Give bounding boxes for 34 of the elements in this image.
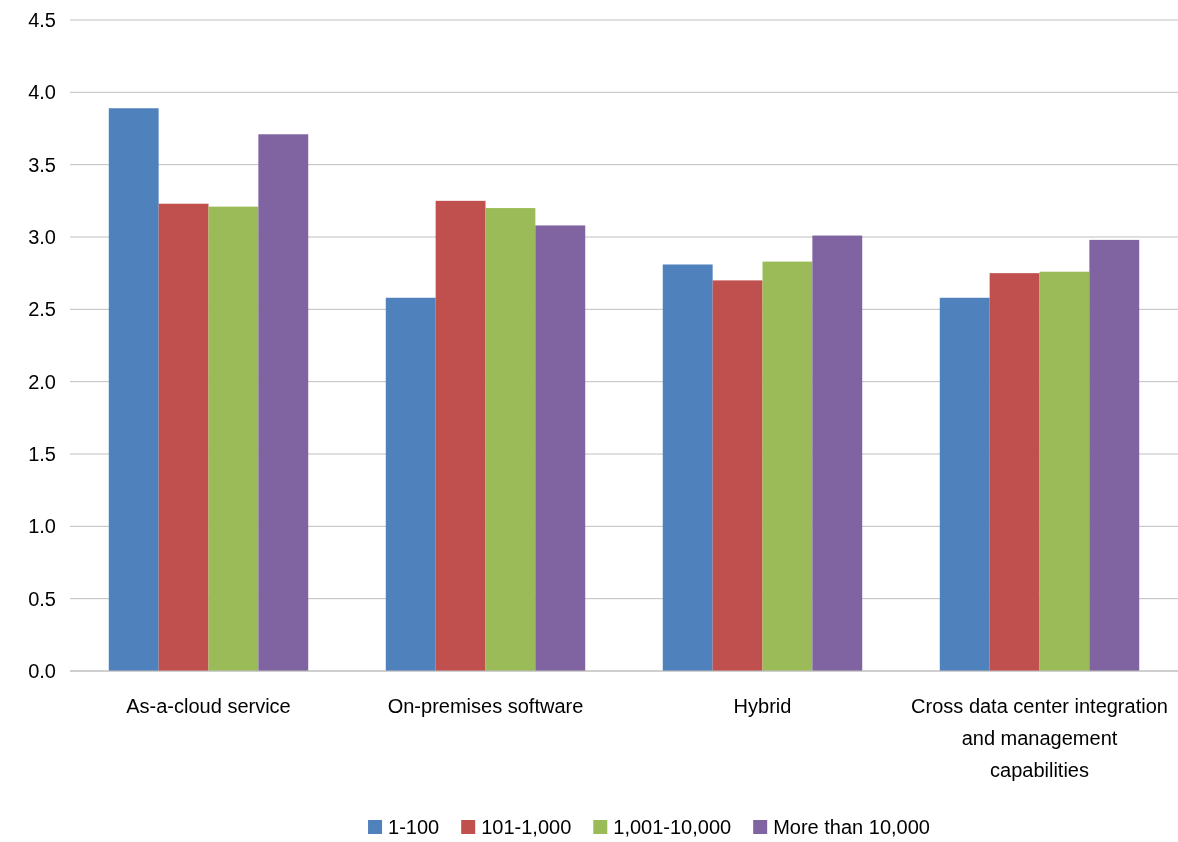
legend-label: More than 10,000 bbox=[773, 816, 930, 838]
bar bbox=[258, 134, 309, 671]
bar bbox=[662, 264, 713, 671]
y-tick-label: 4.5 bbox=[28, 8, 56, 31]
x-tick-label: Cross data center integration and management capabilities bbox=[911, 695, 1168, 781]
bar bbox=[435, 200, 486, 671]
x-tick-label: As-a-cloud service bbox=[126, 695, 291, 717]
y-tick-label: 3.0 bbox=[28, 225, 56, 248]
bar bbox=[158, 203, 209, 671]
x-tick-label: On-premises software bbox=[387, 695, 584, 717]
bar bbox=[385, 297, 436, 671]
bar bbox=[762, 261, 813, 671]
bar bbox=[535, 225, 586, 671]
bar bbox=[812, 235, 863, 671]
legend-label: 1-100 bbox=[388, 816, 440, 838]
x-tick-label: Hybrid bbox=[733, 695, 792, 717]
bar bbox=[1089, 239, 1140, 671]
y-tick-label: 2.5 bbox=[28, 298, 56, 321]
y-tick-label: 0.0 bbox=[28, 659, 56, 682]
y-tick-label: 3.5 bbox=[28, 153, 56, 176]
legend-label: 1,001-10,000 bbox=[613, 816, 732, 838]
bar bbox=[485, 208, 536, 671]
y-tick-label: 2.0 bbox=[28, 370, 56, 393]
bar bbox=[939, 297, 990, 671]
bar bbox=[1039, 271, 1090, 671]
bar bbox=[989, 273, 1040, 671]
bar bbox=[208, 206, 259, 671]
y-tick-label: 1.5 bbox=[28, 442, 56, 465]
bar bbox=[108, 108, 159, 671]
bar bbox=[712, 280, 763, 671]
y-tick-label: 1.0 bbox=[28, 515, 56, 538]
y-tick-label: 0.5 bbox=[28, 587, 56, 610]
y-tick-label: 4.0 bbox=[28, 81, 56, 104]
legend-label: 101-1,000 bbox=[481, 816, 572, 838]
